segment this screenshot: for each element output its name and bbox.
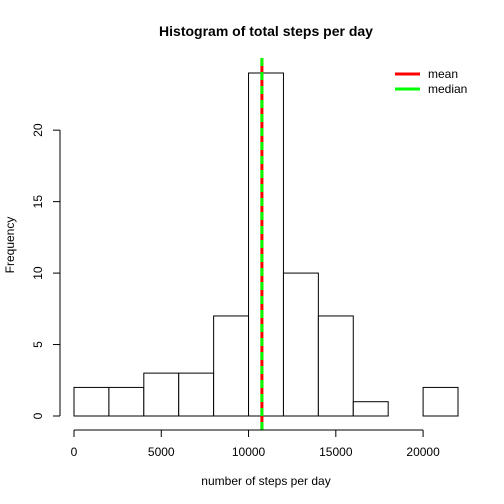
x-tick-label: 20000 [406,445,440,459]
histogram-bar [73,386,110,417]
y-axis-label: Frequency [3,217,17,274]
histogram-bar [282,272,319,417]
y-tick-label: 10 [31,266,45,280]
x-axis-label: number of steps per day [201,474,330,488]
histogram-bar [178,372,215,417]
y-tick-label: 20 [31,123,45,137]
chart-title: Histogram of total steps per day [159,23,373,39]
histogram-bar [248,72,284,417]
x-tick-label: 15000 [319,445,353,459]
histogram-bar [213,315,250,417]
y-tick-label: 15 [31,195,45,209]
histogram-bar [143,372,180,417]
x-tick-label: 5000 [148,445,175,459]
y-tick-label: 5 [31,341,45,348]
x-tick-label: 10000 [232,445,266,459]
legend-label-mean: mean [428,67,458,81]
histogram-bar [352,401,389,417]
histogram-bar [317,315,354,417]
histogram-bar [108,386,145,417]
y-axis: 0 5 10 15 20 [31,123,61,419]
x-axis: 0 5000 10000 15000 20000 [71,429,440,459]
x-tick-label: 0 [71,445,78,459]
bars-group [73,72,459,417]
y-tick-label: 0 [31,412,45,419]
legend-label-median: median [428,82,467,96]
histogram-bar [422,386,459,417]
